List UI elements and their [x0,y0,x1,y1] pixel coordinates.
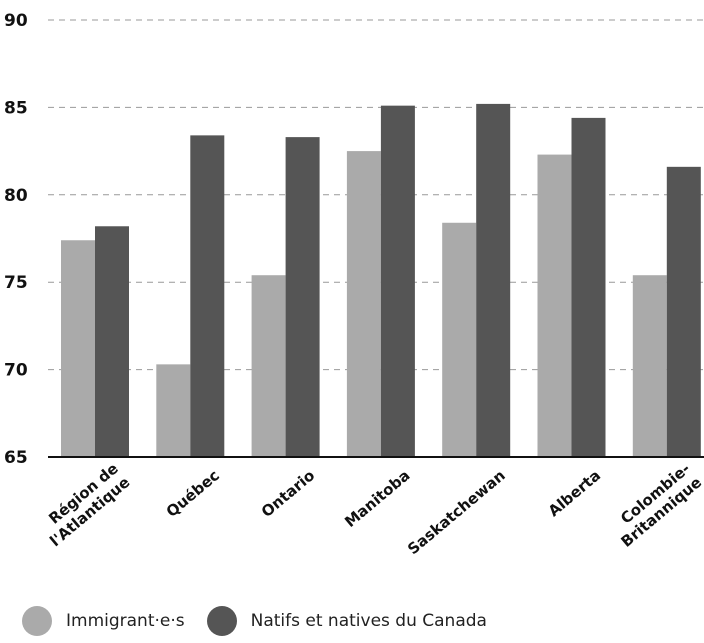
x-tick-label: Alberta [545,466,604,520]
legend-item-immigrants: Immigrant·e·s [22,606,185,636]
bar-immigrants [61,240,95,457]
y-tick-label: 65 [4,448,28,468]
y-axis-ticks: 65 70 75 80 85 90 [4,11,28,468]
x-tick-label: Région del'Atlantique [35,459,133,550]
x-axis-labels: Région del'Atlantique Québec Ontario Manito… [35,459,704,558]
legend-item-natives: Natifs et natives du Canada [206,606,487,636]
x-tick-label: Manitoba [341,466,413,531]
bar-natives [285,137,320,457]
y-tick-label: 80 [4,186,28,206]
x-tick-label: Ontario [258,466,318,521]
x-tick-label: Québec [163,466,223,521]
bar-immigrants [632,275,667,457]
bar-natives [190,135,225,458]
legend-swatch-immigrants [22,606,52,636]
legend-label-natives: Natifs et natives du Canada [250,611,487,631]
bar-immigrants [251,275,286,457]
bars [61,103,701,458]
bar-immigrants [442,222,477,457]
x-tick-label: Colombie-Britannique [606,459,704,550]
legend-swatch-natives [206,606,237,636]
y-tick-label: 75 [4,273,28,293]
x-tick-label: Saskatchewan [404,466,509,558]
y-tick-label: 90 [4,11,28,31]
bar-immigrants [537,154,572,457]
legend: Immigrant·e·s Natifs et natives du Canad… [22,606,509,636]
bar-natives [571,117,606,457]
bar-natives [380,105,415,457]
legend-label-immigrants: Immigrant·e·s [66,611,185,631]
y-tick-label: 70 [4,361,28,381]
bar-immigrants [346,151,381,457]
bar-immigrants [156,364,191,457]
bar-natives [95,226,129,457]
y-tick-label: 85 [4,98,28,118]
bar-natives [476,103,511,458]
chart-svg: 65 70 75 80 85 90 Région del'Atlantique Québec… [4,11,704,558]
bar-natives [666,166,701,457]
